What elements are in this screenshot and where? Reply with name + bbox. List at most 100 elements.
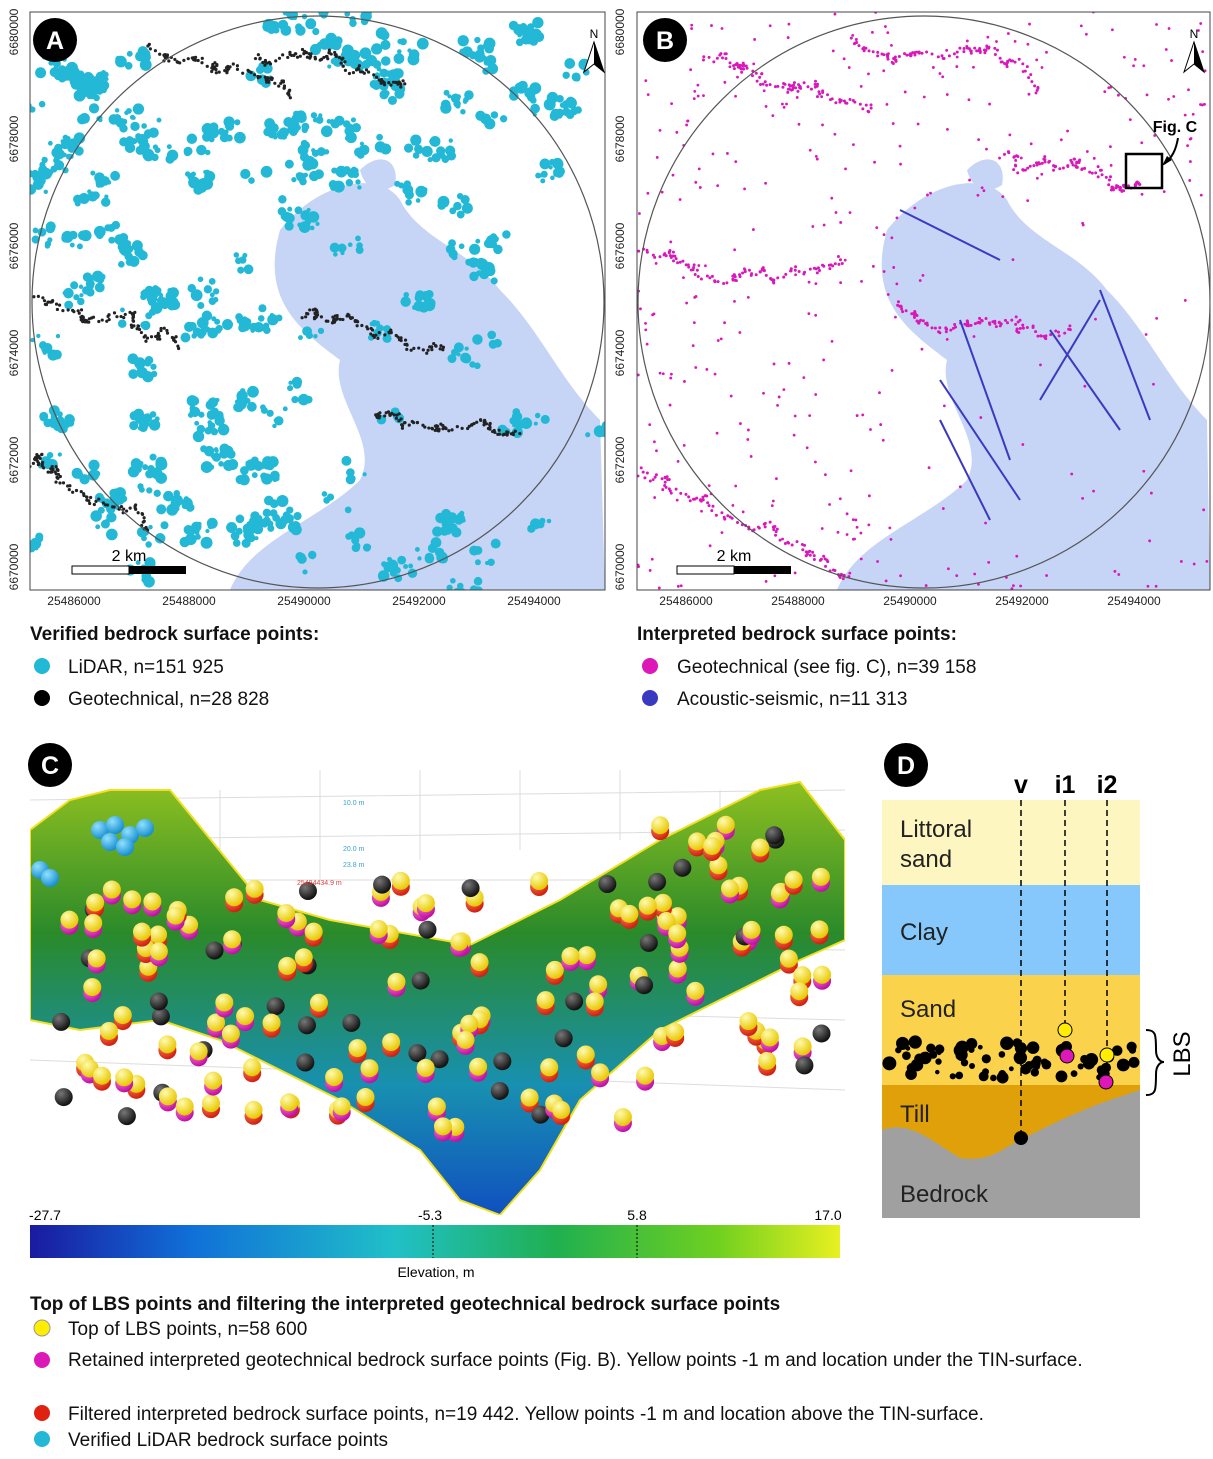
point [750,274,753,277]
point [905,309,908,312]
lidar-point [327,64,331,68]
geotechnical-point [1060,138,1063,141]
axis-label: 10.0 m [343,800,365,807]
point [786,91,789,94]
gravel [1078,1063,1084,1069]
sphere [202,1094,220,1112]
lidar-point [425,553,434,562]
point [283,86,286,89]
lidar-point [204,446,215,457]
geotechnical-point [1008,133,1011,136]
lidar-point [310,21,316,27]
point [839,576,842,579]
point [1024,169,1027,172]
lidar-point [385,70,392,77]
lidar-point [96,231,104,239]
geotechnical-point [830,197,833,200]
point [708,504,711,507]
geotechnical-point [1086,150,1089,153]
point [736,62,739,65]
point [177,347,180,350]
geotechnical-point [879,423,882,426]
geotechnical-point [670,102,673,105]
geotechnical-point [1163,190,1166,193]
lidar-point [287,385,293,391]
geotechnical-point [694,181,697,184]
geotechnical-point [1142,64,1145,67]
sphere [780,950,798,968]
point [764,525,767,528]
lidar-point [195,534,201,540]
gravel [950,1073,956,1079]
geotechnical-point [852,143,855,146]
sphere [428,1097,446,1115]
point [379,79,382,82]
point [215,71,218,74]
panel-label: A [46,27,64,55]
point [794,265,797,268]
lidar-point [345,507,352,514]
geotechnical-point [821,527,824,530]
lidar-point [250,511,260,521]
point [897,300,900,303]
point [412,347,415,350]
point [853,101,856,104]
geotechnical-point [848,66,851,69]
point [740,67,743,70]
point [97,320,100,323]
point [849,98,852,101]
point [206,65,209,68]
point [744,648,747,651]
geotechnical-point [683,444,686,447]
lidar-point [302,569,307,574]
geotechnical-point [815,282,818,285]
geotechnical-point [1186,144,1189,147]
point [354,320,357,323]
gravel [929,1051,937,1059]
point [649,479,652,482]
point [820,558,823,561]
geotechnical-point [685,302,688,305]
gravel [999,1051,1006,1058]
geotechnical-point [808,414,811,417]
lidar-point [460,38,467,45]
point [710,509,713,512]
lidar-point [23,111,29,117]
sphere [205,942,223,960]
point [894,55,897,58]
point [740,71,743,74]
point [723,518,726,521]
lidar-point [134,247,144,257]
point [1035,161,1038,164]
lidar-point [56,334,60,338]
sphere [462,879,480,897]
lidar-point [101,197,110,206]
geotechnical-point [929,192,932,195]
lidar-point [206,178,211,183]
geotechnical-point [714,373,717,376]
geotechnical-point [890,538,893,541]
point [917,321,920,324]
point [731,517,734,520]
lidar-point [280,519,287,526]
geotechnical-point [839,497,842,500]
geotechnical-point [646,343,649,346]
sphere [648,873,666,891]
geotechnical-point [888,526,891,529]
point [679,492,682,495]
legend-title: Interpreted bedrock surface points: [637,624,957,645]
point [357,68,360,71]
sphere [246,880,264,898]
geotechnical-point [886,31,889,34]
geotechnical-point [981,186,984,189]
x-tick-label: 25486000 [659,594,713,608]
point [916,314,919,317]
geotechnical-point [698,167,701,170]
lidar-point [63,70,74,81]
geotechnical-point [925,584,928,587]
lidar-point [352,171,359,178]
point [157,332,160,335]
geotechnical-point [850,469,853,472]
lidar-point [207,420,212,425]
lidar-point [137,483,143,489]
